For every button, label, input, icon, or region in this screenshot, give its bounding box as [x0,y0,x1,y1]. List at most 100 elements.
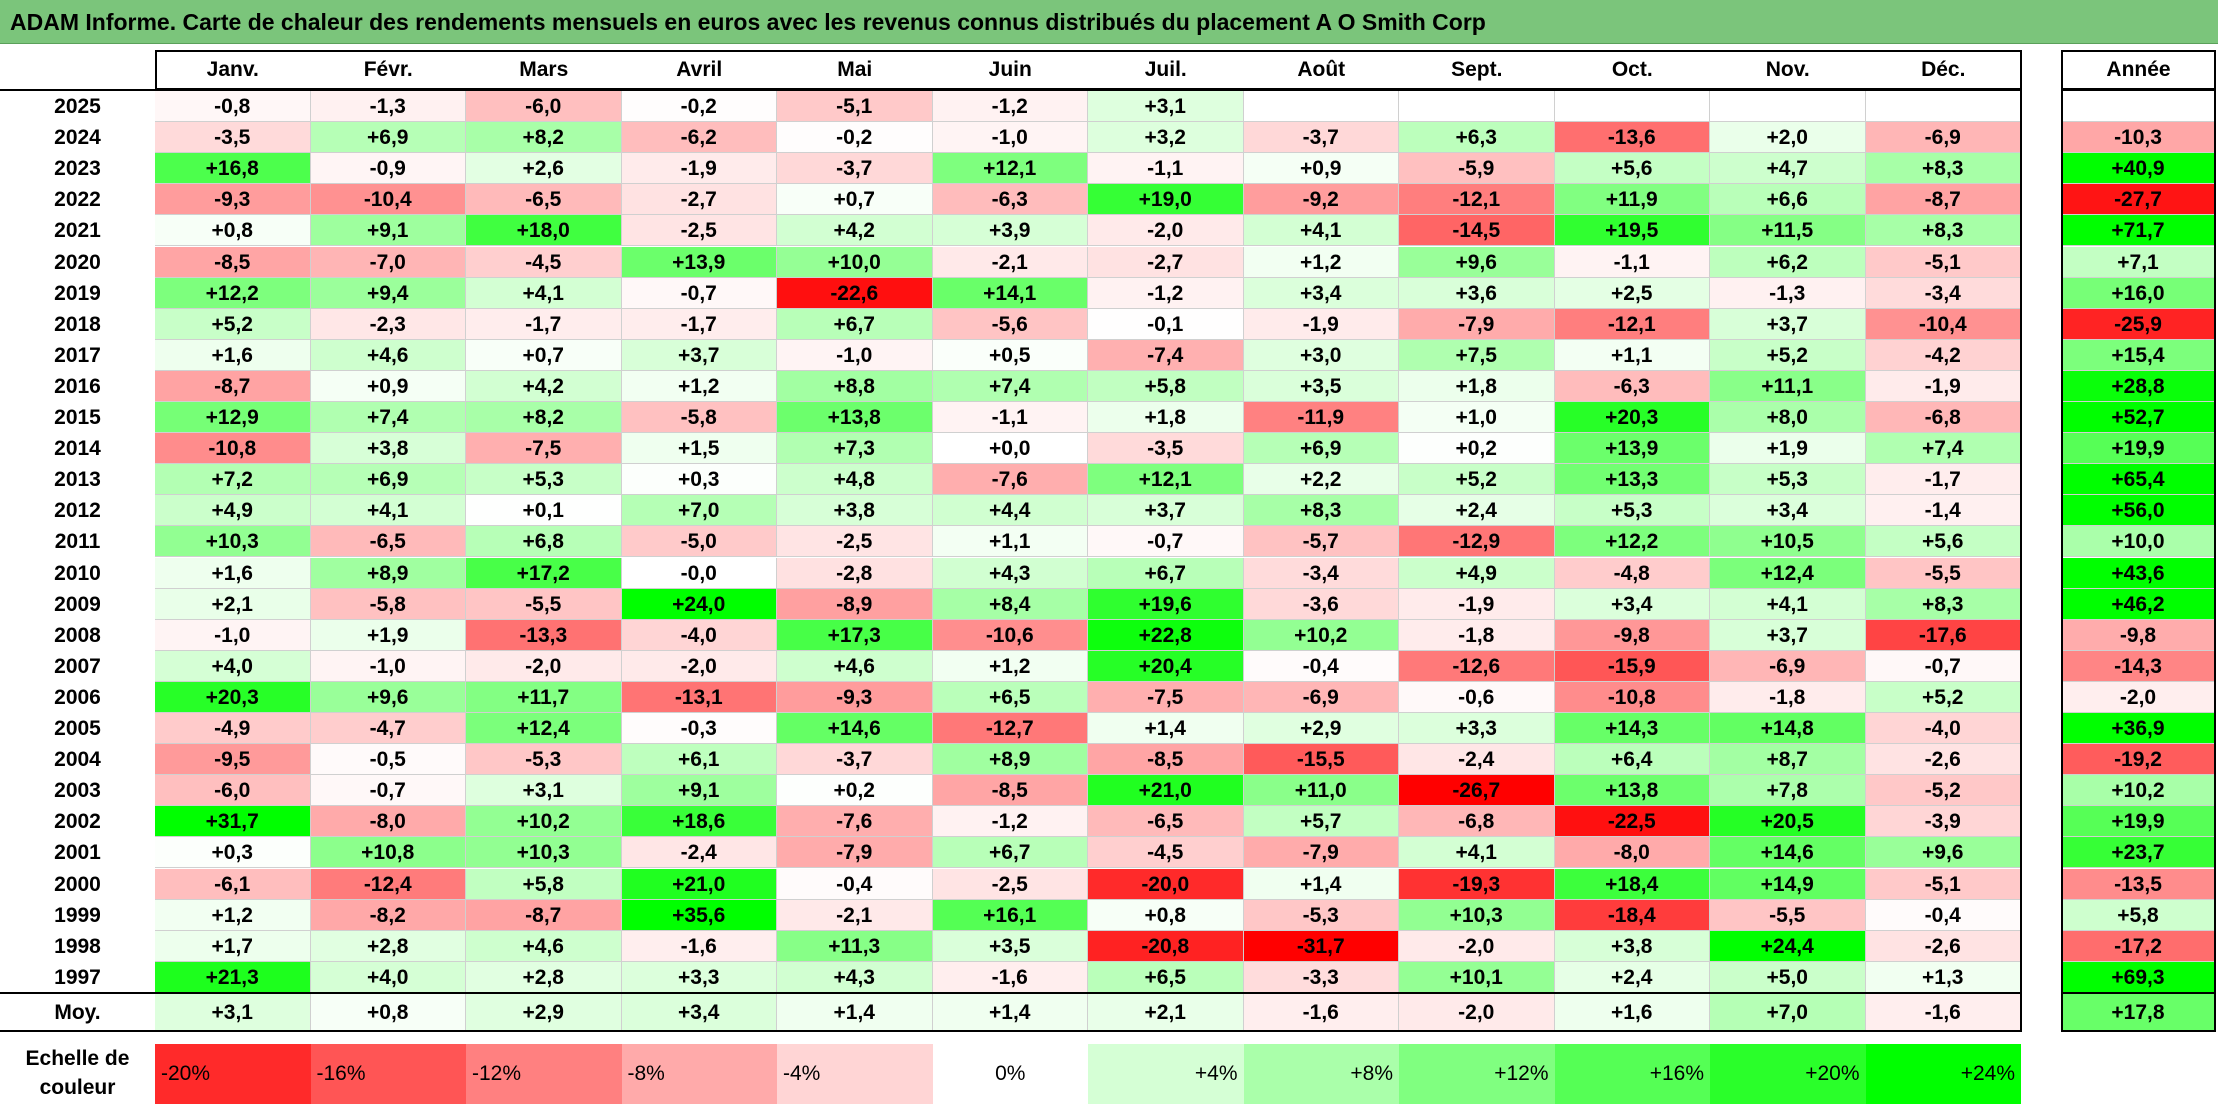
heatmap-cell: -1,8 [1399,619,1555,651]
heatmap-cell: +3,4 [1554,588,1710,620]
heatmap-cell: -2,5 [777,526,933,558]
heatmap-cell: +0,3 [155,837,311,869]
heatmap-cell: -4,9 [155,713,311,745]
heatmap-cell: -20,8 [1088,930,1244,962]
heatmap-cell: -5,5 [466,588,622,620]
heatmap-cell: -6,3 [932,184,1088,216]
heatmap-cell: -1,3 [1710,277,1866,309]
heatmap-cell: +1,2 [621,370,777,402]
heatmap-cell: +0,7 [777,184,933,216]
heatmap-cell: +3,7 [621,339,777,371]
heatmap-cell: -20,0 [1088,868,1244,900]
heatmap-cell: +6,7 [1088,557,1244,589]
color-scale-swatch: -8% [621,1044,777,1104]
heatmap-cell: +7,0 [621,495,777,527]
heatmap-cell: +1,6 [155,557,311,589]
heatmap-cell: +9,6 [1865,837,2021,869]
heatmap-cell: +14,9 [1710,868,1866,900]
heatmap-cell: -0,8 [155,91,311,123]
heatmap-cell: +8,3 [1865,153,2021,185]
heatmap-cell: +12,4 [466,713,622,745]
heatmap-cell: -3,5 [155,122,311,154]
heatmap-cell: -10,8 [155,433,311,465]
color-scale-swatch: -16% [310,1044,466,1104]
heatmap-cell: -5,6 [932,308,1088,340]
heatmap-cell: +1,3 [1865,961,2021,993]
heatmap-cell: +5,3 [1554,495,1710,527]
heatmap-cell: +3,4 [1710,495,1866,527]
annual-cell: -25,9 [2061,308,2216,340]
heatmap-cell: +17,3 [777,619,933,651]
color-scale-label: Echelle de couleur [0,1044,155,1106]
heatmap-cell: +1,0 [1399,402,1555,434]
heatmap-cell: +20,3 [155,681,311,713]
heatmap-cell: -26,7 [1399,775,1555,807]
heatmap-cell: -0,0 [621,557,777,589]
heatmap-cell: +6,9 [310,122,466,154]
heatmap-cell: +31,7 [155,806,311,838]
heatmap-cell: +19,6 [1088,588,1244,620]
heatmap-cell: -12,4 [310,868,466,900]
heatmap-cell: -1,3 [310,91,466,123]
heatmap-cell: -1,6 [932,961,1088,993]
heatmap-cell: -3,3 [1243,961,1399,993]
heatmap-cell: -4,2 [1865,339,2021,371]
heatmap-cell: +4,6 [466,930,622,962]
heatmap-cell: +6,7 [932,837,1088,869]
annual-cell: -13,5 [2061,868,2216,900]
annual-body-frame [2061,89,2216,994]
heatmap-cell: -1,4 [1865,495,2021,527]
heatmap-cell: -2,6 [1865,930,2021,962]
heatmap-cell: +3,1 [466,775,622,807]
heatmap-cell: +4,3 [932,557,1088,589]
column-header: Oct. [1554,50,1710,90]
year-label: 2012 [0,495,155,527]
heatmap-cell: -7,6 [777,806,933,838]
heatmap-cell: +3,5 [932,930,1088,962]
heatmap-cell: -6,0 [155,775,311,807]
heatmap-cell: -1,1 [932,402,1088,434]
heatmap-cell: -8,7 [155,370,311,402]
heatmap-cell: +10,0 [777,246,933,278]
heatmap-cell: +4,0 [155,650,311,682]
annual-cell: +16,0 [2061,277,2216,309]
annual-cell: +19,9 [2061,806,2216,838]
heatmap-cell: -1,2 [932,806,1088,838]
year-label: 2019 [0,277,155,309]
heatmap-cell: +5,8 [1088,370,1244,402]
heatmap-cell: +4,3 [777,961,933,993]
annual-cell: +10,0 [2061,526,2216,558]
heatmap-cell: +3,8 [310,433,466,465]
heatmap-cell: -2,4 [1399,744,1555,776]
heatmap-cell: +14,3 [1554,713,1710,745]
heatmap-cell: +10,5 [1710,526,1866,558]
heatmap-cell: -0,6 [1399,681,1555,713]
heatmap-cell: +4,9 [1399,557,1555,589]
heatmap-cell: +10,2 [1243,619,1399,651]
heatmap-cell: +14,6 [1710,837,1866,869]
heatmap-cell: -1,9 [621,153,777,185]
annual-cell: +46,2 [2061,588,2216,620]
heatmap-cell: +8,3 [1865,588,2021,620]
heatmap-cell: +2,4 [1399,495,1555,527]
heatmap-cell: -5,7 [1243,526,1399,558]
heatmap-cell: +6,9 [1243,433,1399,465]
heatmap-cell: +2,1 [155,588,311,620]
heatmap-cell: +13,9 [1554,433,1710,465]
year-label: 2000 [0,868,155,900]
heatmap-cell: +3,2 [1088,122,1244,154]
annual-cell: +10,2 [2061,775,2216,807]
heatmap-cell: +3,7 [1088,495,1244,527]
column-header: Mars [466,50,622,90]
heatmap-cell: +4,6 [310,339,466,371]
heatmap-cell [1399,91,1555,123]
color-scale-swatch: +24% [1865,1044,2021,1104]
heatmap-cell: +5,3 [1710,464,1866,496]
heatmap-cell: -8,2 [310,899,466,931]
heatmap-cell: -10,4 [1865,308,2021,340]
heatmap-cell: -9,3 [777,681,933,713]
heatmap-cell: -3,6 [1243,588,1399,620]
heatmap-cell: -5,0 [621,526,777,558]
heatmap-cell: +4,1 [310,495,466,527]
annual-column-header: Année [2061,50,2216,90]
